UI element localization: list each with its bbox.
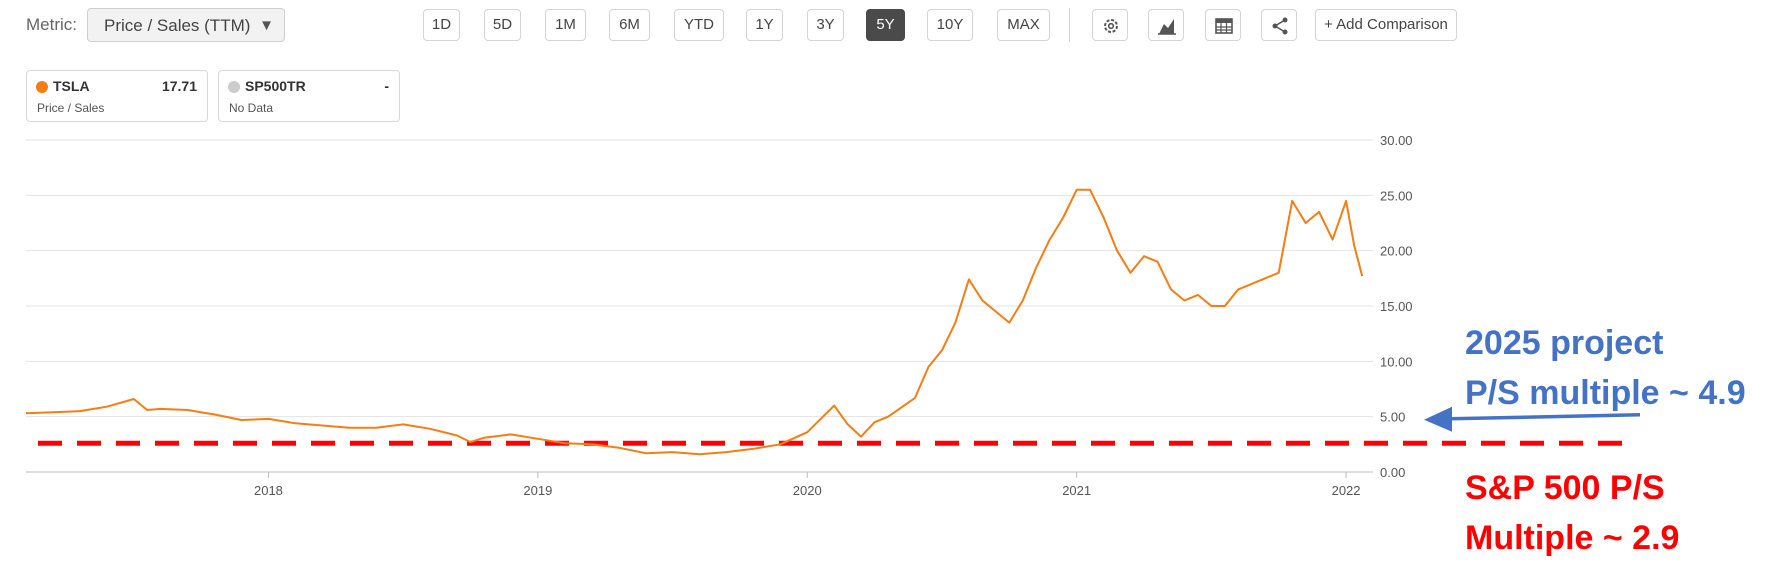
- legend-value: -: [384, 78, 389, 94]
- x-tick-label: 2020: [793, 483, 822, 498]
- range-3y-button[interactable]: 3Y: [807, 9, 844, 41]
- metric-select-value: Price / Sales (TTM): [104, 16, 251, 35]
- range-1m-button[interactable]: 1M: [545, 9, 586, 41]
- chart-type-icon: [1158, 19, 1176, 35]
- projection-annotation-line2: P/S multiple ~ 4.9: [1465, 374, 1746, 412]
- x-tick-label: 2018: [254, 483, 283, 498]
- range-1d-button[interactable]: 1D: [423, 9, 460, 41]
- legend-card-tsla[interactable]: TSLA 17.71 Price / Sales: [26, 70, 208, 122]
- legend-subtitle: Price / Sales: [37, 101, 105, 115]
- y-tick-label: 10.00: [1380, 354, 1413, 369]
- gear-icon: [1104, 19, 1118, 33]
- share-button[interactable]: [1261, 9, 1297, 41]
- range-1y-button[interactable]: 1Y: [746, 9, 783, 41]
- sp500-annotation-line1: S&P 500 P/S: [1465, 469, 1665, 507]
- series-line-tsla: [25, 188, 1364, 456]
- table-view-button[interactable]: [1205, 9, 1241, 41]
- y-tick-label: 30.00: [1380, 133, 1413, 148]
- range-10y-button[interactable]: 10Y: [927, 9, 973, 41]
- y-tick-label: 15.00: [1380, 299, 1413, 314]
- legend-value: 17.71: [161, 78, 197, 94]
- x-tick-label: 2019: [523, 483, 552, 498]
- legend-ticker: SP500TR: [245, 78, 306, 94]
- series-color-dot: [228, 81, 240, 93]
- sp500-annotation-line2: Multiple ~ 2.9: [1465, 519, 1680, 557]
- chart-type-button[interactable]: [1148, 9, 1184, 41]
- x-tick-label: 2022: [1332, 483, 1361, 498]
- y-tick-label: 20.00: [1380, 244, 1413, 259]
- range-5d-button[interactable]: 5D: [484, 9, 521, 41]
- settings-button[interactable]: [1092, 9, 1128, 41]
- legend-card-sp500tr[interactable]: SP500TR - No Data: [218, 70, 400, 122]
- add-comparison-button[interactable]: + Add Comparison: [1315, 9, 1457, 41]
- projection-arrow-shaft: [1449, 413, 1641, 421]
- range-max-button[interactable]: MAX: [997, 9, 1050, 41]
- chart-toolbar: Metric: Price / Sales (TTM) ▼ 1D 5D 1M 6…: [0, 0, 1790, 56]
- legend-ticker: TSLA: [53, 78, 90, 94]
- range-5y-button[interactable]: 5Y: [866, 9, 905, 41]
- projection-annotation: 2025 project P/S multiple ~ 4.9: [1465, 318, 1746, 418]
- range-6m-button[interactable]: 6M: [609, 9, 650, 41]
- sp500-annotation: S&P 500 P/S Multiple ~ 2.9: [1465, 463, 1679, 563]
- legend-subtitle: No Data: [229, 101, 274, 115]
- y-tick-label: 5.00: [1380, 410, 1405, 425]
- y-tick-label: 0.00: [1380, 465, 1405, 480]
- chevron-down-icon: ▼: [259, 17, 274, 34]
- toolbar-divider: [1069, 8, 1070, 42]
- projection-arrow-head: [1424, 406, 1452, 432]
- table-icon: [1215, 18, 1233, 34]
- share-icon: [1272, 17, 1288, 35]
- y-tick-label: 25.00: [1380, 188, 1413, 203]
- series-color-dot: [36, 81, 48, 93]
- x-tick-label: 2021: [1062, 483, 1091, 498]
- projection-annotation-line1: 2025 project: [1465, 324, 1664, 362]
- range-ytd-button[interactable]: YTD: [674, 9, 724, 41]
- metric-label: Metric:: [26, 15, 77, 34]
- metric-select[interactable]: Price / Sales (TTM) ▼: [87, 8, 285, 42]
